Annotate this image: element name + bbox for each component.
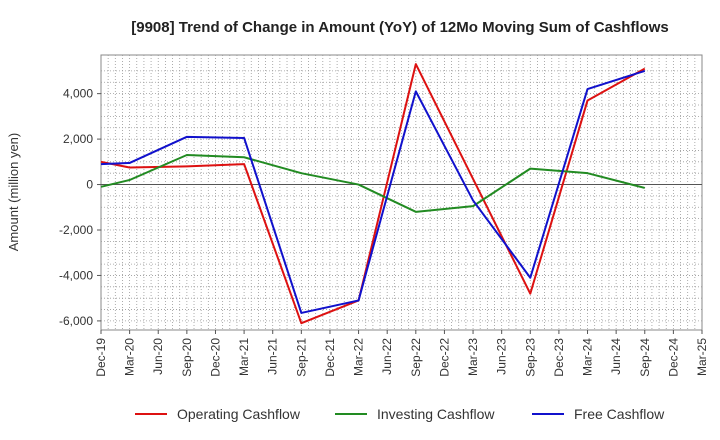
chart-title: [9908] Trend of Change in Amount (YoY) o… — [131, 19, 669, 36]
x-tick-label: Jun-22 — [380, 338, 394, 375]
x-tick-label: Mar-22 — [352, 338, 366, 376]
x-tick-label: Sep-22 — [409, 338, 423, 377]
x-tick-label: Dec-19 — [94, 338, 108, 377]
x-tick-label: Mar-24 — [581, 338, 595, 376]
x-tick-label: Dec-22 — [437, 338, 451, 377]
free-cashflow-line — [100, 69, 646, 314]
x-tick-label: Dec-23 — [552, 338, 566, 377]
plot-area — [100, 54, 703, 331]
x-axis-ticks: Dec-19 Mar-20 Jun-20 Sep-20 Dec-20 Mar-21 Jun-… — [94, 330, 709, 377]
series-lines — [100, 63, 646, 325]
x-tick-label: Mar-23 — [466, 338, 480, 376]
legend-label-operating-cashflow: Operating Cashflow — [177, 406, 301, 422]
y-axis-label: Amount (million yen) — [6, 133, 21, 252]
y-axis-ticks: -6,000 -4,000 -2,000 0 2,000 4,000 — [59, 87, 101, 328]
legend-label-investing-cashflow: Investing Cashflow — [377, 406, 495, 422]
x-tick-label: Mar-20 — [123, 338, 137, 376]
y-tick-label: -4,000 — [59, 268, 93, 282]
x-tick-label: Dec-24 — [666, 338, 680, 377]
x-tick-label: Sep-21 — [294, 338, 308, 377]
y-tick-label: 4,000 — [63, 87, 93, 101]
x-tick-label: Sep-24 — [638, 338, 652, 377]
legend: Operating Cashflow Investing Cashflow Free… — [135, 406, 665, 422]
x-tick-label: Sep-20 — [180, 338, 194, 377]
x-tick-label: Dec-20 — [208, 338, 222, 377]
legend-label-free-cashflow: Free Cashflow — [574, 406, 665, 422]
x-tick-label: Jun-24 — [609, 338, 623, 375]
x-tick-label: Dec-21 — [323, 338, 337, 377]
x-tick-label: Sep-23 — [523, 338, 537, 377]
y-tick-label: 0 — [86, 178, 93, 192]
grid — [101, 55, 702, 330]
investing-cashflow-line — [100, 154, 646, 213]
x-tick-label: Jun-20 — [151, 338, 165, 375]
x-tick-label: Jun-23 — [495, 338, 509, 375]
x-tick-label: Jun-21 — [266, 338, 280, 375]
y-tick-label: 2,000 — [63, 132, 93, 146]
x-tick-label: Mar-25 — [695, 338, 709, 376]
y-tick-label: -6,000 — [59, 314, 93, 328]
y-tick-label: -2,000 — [59, 223, 93, 237]
x-tick-label: Mar-21 — [237, 338, 251, 376]
